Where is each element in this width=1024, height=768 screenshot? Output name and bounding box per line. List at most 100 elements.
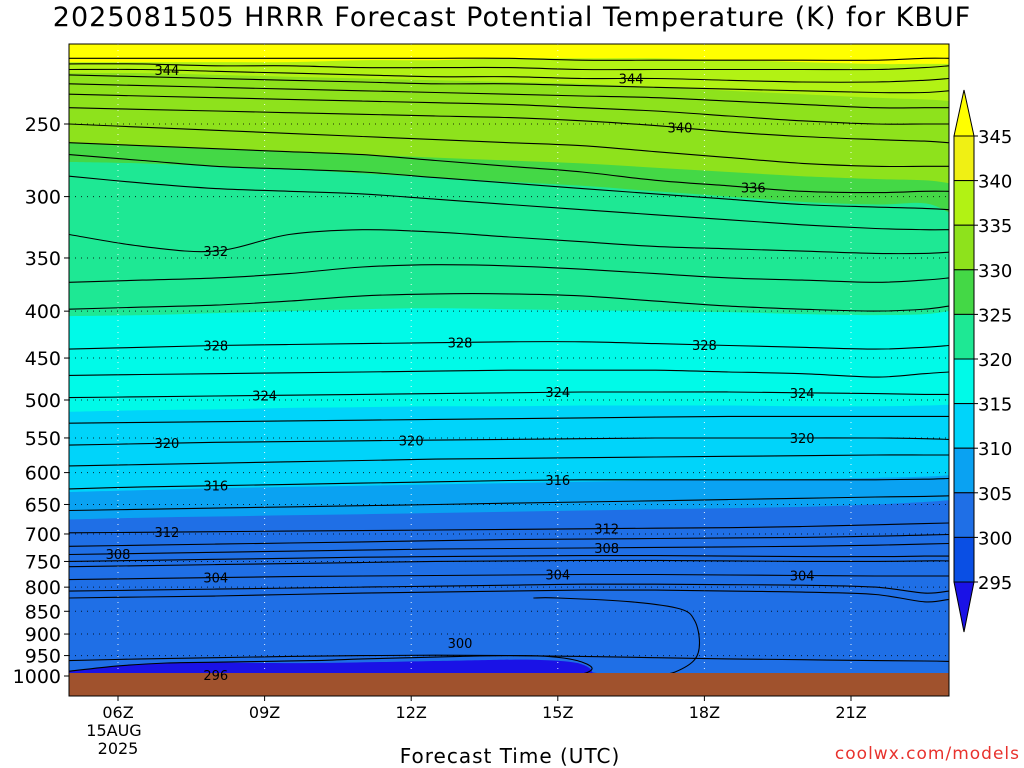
contour-343 [69, 74, 949, 94]
contour-310 [69, 533, 949, 547]
contour-314 [69, 495, 949, 512]
contour-label: 312 [154, 526, 179, 541]
color-band-300 [69, 659, 617, 677]
contour-label: 344 [154, 64, 179, 79]
contour-label-group-340-0: 340 [668, 122, 693, 137]
colorbar-top-arrow [953, 89, 975, 137]
contour-338 [69, 123, 949, 168]
contour-label-group-320-1: 320 [399, 434, 424, 449]
contour-332 [69, 229, 949, 255]
y-tick-label-850: 850 [25, 601, 61, 623]
contour-346 [69, 57, 949, 61]
contour-316 [69, 477, 949, 490]
contour-label: 344 [619, 72, 644, 87]
contour-label-group-312-0: 312 [154, 526, 179, 541]
colorbar-segment-7 [953, 447, 975, 494]
y-tick-label-500: 500 [25, 390, 61, 412]
contour-label: 332 [203, 245, 228, 260]
x-tick-label-12Z: 12Z [396, 703, 427, 722]
contour-label: 328 [448, 336, 473, 351]
contour-closed-302 [533, 597, 701, 677]
contour-label-group-304-0: 304 [203, 572, 228, 587]
contour-label-group-324-1: 324 [545, 386, 570, 401]
colorbar-segment-9 [953, 536, 975, 583]
contour-324 [69, 391, 949, 399]
contour-label: 316 [203, 480, 228, 495]
colorbar-label-340: 340 [978, 172, 1012, 193]
contour-340 [69, 107, 949, 144]
contour-328 [69, 341, 949, 350]
colorbar-segment-0 [953, 135, 975, 182]
contour-304 [69, 573, 949, 581]
contour-label-group-308-1: 308 [594, 542, 619, 557]
contour-label-group-324-0: 324 [252, 389, 277, 404]
x-tick-label-21Z: 21Z [835, 703, 866, 722]
y-tick-label-600: 600 [25, 463, 61, 485]
contour-label: 316 [545, 474, 570, 489]
contour-341 [69, 93, 949, 125]
color-band-345 [69, 44, 949, 65]
contour-label: 296 [203, 669, 228, 684]
contour-label: 300 [448, 637, 473, 652]
ground-surface [69, 673, 949, 696]
contour-344 [69, 68, 949, 83]
contour-label: 324 [252, 389, 277, 404]
contour-330 [69, 293, 949, 312]
y-tick-label-650: 650 [25, 494, 61, 516]
contour-label: 320 [790, 432, 815, 447]
contour-307 [69, 554, 949, 562]
contour-label: 304 [545, 569, 570, 584]
colorbar-label-345: 345 [978, 127, 1012, 148]
y-tick-label-750: 750 [25, 551, 61, 573]
contour-label-group-328-0: 328 [203, 339, 228, 354]
colorbar-label-305: 305 [978, 484, 1012, 505]
colorbar-segment-5 [953, 358, 975, 405]
contour-label-group-304-2: 304 [790, 570, 815, 585]
colorbar-segment-6 [953, 403, 975, 449]
plot-frame [68, 43, 950, 697]
contour-334 [69, 175, 949, 231]
colorbar-label-330: 330 [978, 261, 1012, 282]
chart-title: 2025081505 HRRR Forecast Potential Tempe… [52, 2, 972, 33]
credit-link[interactable]: coolwx.com/models [834, 744, 1020, 764]
colorbar-label-310: 310 [978, 439, 1012, 460]
colorbar-label-315: 315 [978, 395, 1012, 416]
y-tick-label-800: 800 [25, 577, 61, 599]
y-tick-label-450: 450 [25, 348, 61, 370]
colorbar-segment-2 [953, 224, 975, 271]
contour-label-group-296-0: 296 [203, 669, 228, 684]
contour-312 [69, 522, 949, 534]
colorbar-label-325: 325 [978, 305, 1012, 326]
contour-label-group-336-0: 336 [741, 182, 766, 197]
colorbar-label-295: 295 [978, 573, 1012, 594]
y-tick-label-700: 700 [25, 524, 61, 546]
contour-label: 312 [594, 523, 619, 538]
colorbar-segment-4 [953, 313, 975, 360]
contour-label: 328 [692, 339, 717, 354]
y-tick-label-400: 400 [25, 301, 61, 323]
contour-label: 324 [790, 387, 815, 402]
contour-336 [69, 142, 949, 194]
contour-label: 320 [399, 434, 424, 449]
y-tick-label-950: 950 [25, 646, 61, 668]
contour-label: 308 [594, 542, 619, 557]
colorbar-segment-1 [953, 180, 975, 226]
contour-label: 328 [203, 339, 228, 354]
x-tick-label-18Z: 18Z [689, 703, 720, 722]
contour-335 [69, 154, 949, 211]
contour-306 [69, 559, 949, 568]
colorbar-bottom-arrow [953, 581, 975, 633]
contour-label-group-320-2: 320 [790, 432, 815, 447]
contour-label-group-328-1: 328 [448, 336, 473, 351]
colorbar-segment-8 [953, 492, 975, 538]
y-tick-label-250: 250 [25, 114, 61, 136]
contour-label-group-344-0: 344 [154, 64, 179, 79]
contour-318 [69, 454, 949, 467]
contour-label: 340 [668, 122, 693, 137]
contour-331 [69, 264, 949, 283]
colorbar-label-320: 320 [978, 350, 1012, 371]
contour-label: 324 [545, 386, 570, 401]
contour-308 [69, 542, 949, 556]
contour-label-group-328-2: 328 [692, 339, 717, 354]
